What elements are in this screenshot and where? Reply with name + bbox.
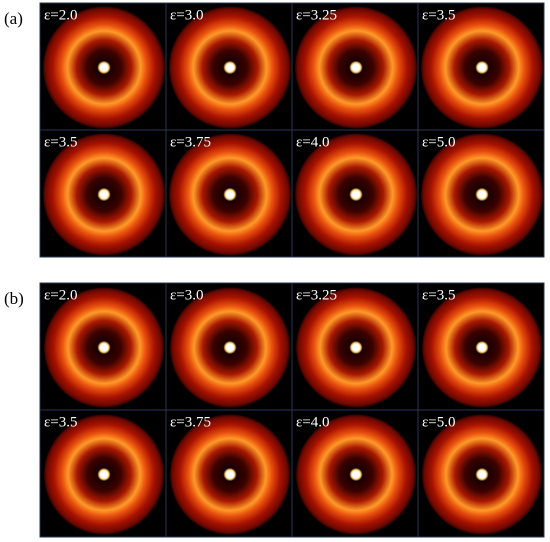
scattering-pattern <box>44 287 164 408</box>
scattering-pattern <box>295 133 417 256</box>
tile-label: ε=5.0 <box>422 134 456 150</box>
panel-label: (a) <box>4 9 23 28</box>
tile-label: ε=3.75 <box>170 134 211 150</box>
tile-label: ε=3.5 <box>44 134 78 150</box>
scattering-pattern <box>169 133 291 256</box>
tile-label: ε=4.0 <box>296 414 330 430</box>
tile-label: ε=3.25 <box>296 287 337 303</box>
scattering-pattern <box>422 287 542 408</box>
tile-label: ε=3.5 <box>44 414 78 430</box>
scattering-pattern <box>43 6 165 129</box>
scattering-pattern <box>170 287 290 408</box>
tile-label: ε=2.0 <box>44 7 78 23</box>
scattering-pattern <box>169 6 291 129</box>
tile-label: ε=3.0 <box>170 287 204 303</box>
scattering-pattern <box>295 6 417 129</box>
tile-label: ε=4.0 <box>296 134 330 150</box>
scattering-pattern <box>296 287 416 408</box>
tile-label: ε=3.25 <box>296 7 337 23</box>
tile-label: ε=3.0 <box>170 7 204 23</box>
tile-label: ε=3.75 <box>170 414 211 430</box>
panel-label: (b) <box>4 289 24 308</box>
scattering-pattern <box>296 414 416 535</box>
scattering-pattern <box>44 414 164 535</box>
scattering-pattern <box>170 414 290 535</box>
tile-label: ε=3.5 <box>422 7 456 23</box>
scattering-pattern <box>421 6 543 129</box>
tile-label: ε=2.0 <box>44 287 78 303</box>
tile-label: ε=3.5 <box>422 287 456 303</box>
scattering-pattern <box>422 414 542 535</box>
scattering-pattern <box>421 133 543 256</box>
tile-label: ε=5.0 <box>422 414 456 430</box>
scattering-pattern <box>43 133 165 256</box>
